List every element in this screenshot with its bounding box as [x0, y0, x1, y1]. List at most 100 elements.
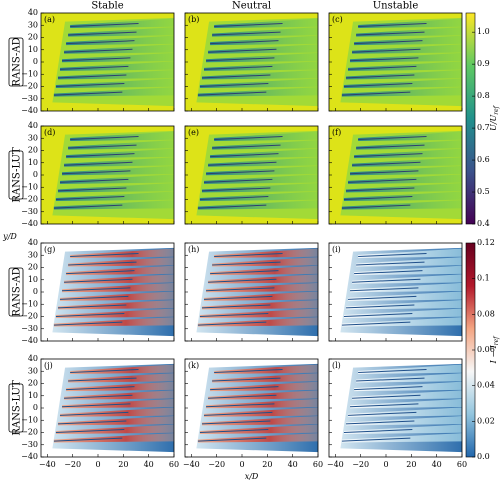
y-tick-label: −20 [21, 428, 38, 437]
x-tick-label: −40 [327, 460, 344, 469]
y-tick-label: 40 [28, 354, 38, 363]
turbine-row [57, 304, 127, 309]
turbine-row [356, 377, 425, 382]
turbine-row [352, 394, 421, 399]
y-tick-label: −20 [21, 82, 38, 91]
turbine-row [214, 136, 283, 140]
turbine-row [64, 394, 133, 399]
x-tick-label: 40 [432, 460, 442, 469]
turbine-row [55, 196, 125, 200]
turbine-row [208, 48, 277, 53]
colorbar-tick-label: 0.8 [477, 91, 490, 100]
y-tick-label: −40 [21, 219, 38, 228]
turbine-row [208, 394, 277, 399]
turbine-row [70, 253, 139, 257]
row-label-text: RANS-AD [12, 37, 23, 86]
turbine-row [66, 153, 135, 158]
x-tick-label: 0 [95, 460, 100, 469]
turbine-row [206, 403, 275, 408]
y-tick-label: 40 [28, 8, 38, 17]
colorbar-tick-label: 1.0 [477, 27, 490, 36]
row-label-box [8, 383, 24, 433]
turbine-row [66, 270, 135, 275]
y-tick-label: 20 [28, 33, 38, 42]
x-tick-label: −20 [64, 460, 81, 469]
turbine-row [343, 429, 413, 433]
turbine-row [343, 83, 413, 87]
turbine-row [214, 23, 283, 27]
y-tick-label: −20 [21, 312, 38, 321]
panel-label: (b) [188, 15, 199, 24]
turbine-row [358, 23, 427, 27]
turbine-row [341, 437, 411, 442]
x-tick-label: 20 [262, 460, 272, 469]
turbine-row [347, 65, 417, 70]
y-tick-label: 30 [28, 133, 38, 142]
colorbar-tick-label: 0.7 [477, 123, 490, 132]
y-tick-label: −40 [21, 106, 38, 115]
turbine-row [210, 270, 279, 275]
turbine-row [201, 74, 271, 79]
turbine-row [57, 74, 127, 79]
y-tick-label: 40 [28, 238, 38, 247]
y-tick-label: 30 [28, 250, 38, 259]
turbine-row [64, 278, 133, 283]
colorbar-label-sub: ref [493, 335, 500, 345]
turbine-row [341, 91, 411, 96]
y-tick-label: 10 [28, 391, 38, 400]
turbine-row [206, 57, 275, 62]
turbine-row [201, 187, 271, 192]
panel-label: (h) [188, 245, 199, 254]
turbine-row [356, 144, 425, 149]
turbine-row [57, 420, 127, 425]
x-tick-label: 0 [239, 460, 244, 469]
turbine-row [210, 40, 279, 45]
y-tick-label: 10 [28, 45, 38, 54]
turbine-row [57, 187, 127, 192]
turbine-row [197, 91, 267, 96]
turbine-row [203, 411, 273, 416]
y-tick-label: −10 [21, 69, 38, 78]
panel-label: (k) [188, 361, 199, 370]
turbine-row [347, 295, 417, 300]
turbine-row [354, 386, 423, 391]
turbine-row [53, 204, 123, 209]
row-label-box [8, 37, 24, 87]
turbine-row [358, 136, 427, 140]
turbine-row [66, 386, 135, 391]
colorbar-label-main: U/U [489, 114, 498, 130]
turbine-row [62, 287, 131, 292]
x-tick-label: 60 [457, 460, 467, 469]
x-axis-label: x/D [245, 472, 259, 481]
turbine-row [68, 31, 137, 36]
turbine-row [210, 386, 279, 391]
turbine-row [347, 178, 417, 183]
colorbar-label: U/Uref [489, 104, 500, 131]
turbine-row [59, 295, 129, 300]
turbine-row [354, 153, 423, 158]
column-title: Stable [91, 1, 123, 12]
turbine-row [53, 91, 123, 96]
turbine-row [197, 437, 267, 442]
turbine-row [55, 313, 125, 317]
colorbar-label-sub: ref [493, 104, 500, 114]
turbine-row [212, 31, 281, 36]
turbine-row [341, 321, 411, 326]
turbine-row [62, 57, 131, 62]
colorbar-label: I − Iref [489, 335, 500, 365]
turbine-row [206, 287, 275, 292]
column-title: Neutral [232, 1, 271, 12]
turbine-row [199, 429, 269, 433]
y-tick-label: 30 [28, 20, 38, 29]
turbine-row [53, 321, 123, 326]
colorbar-tick-label: 0.06 [477, 345, 495, 354]
turbine-row [345, 187, 415, 192]
colorbar-label-text: U/Uref [489, 104, 500, 131]
y-tick-label: 30 [28, 366, 38, 375]
x-tick-label: 20 [406, 460, 416, 469]
turbine-row [212, 377, 281, 382]
turbine-row [59, 178, 129, 183]
x-tick-label: 0 [383, 460, 388, 469]
y-tick-label: 10 [28, 158, 38, 167]
